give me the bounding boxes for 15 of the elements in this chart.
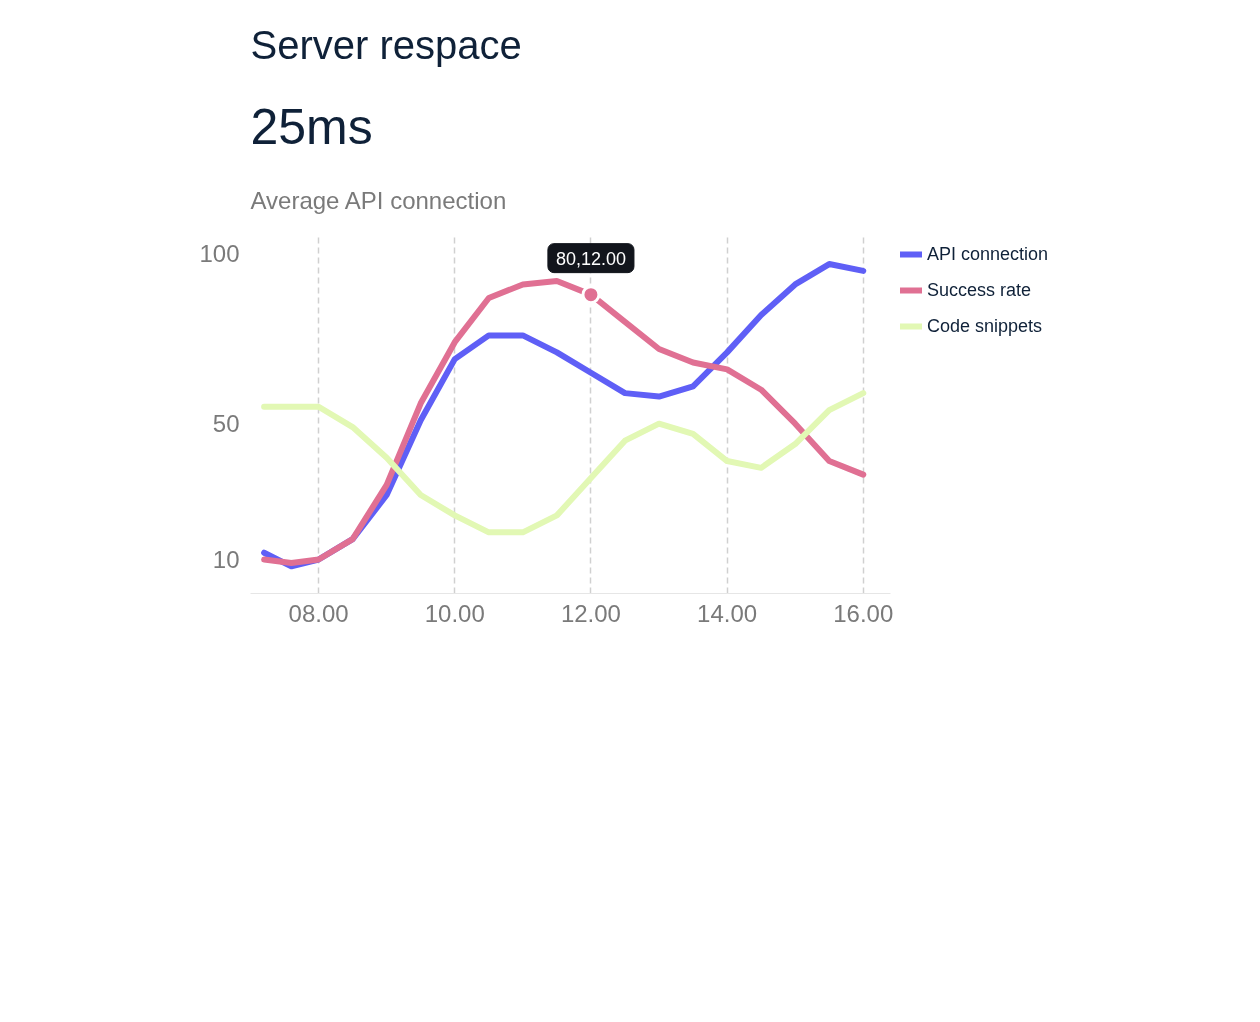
text: Average API connection	[250, 186, 507, 214]
y-tick-label: 10	[212, 546, 240, 574]
x-tick-label: 16.00	[833, 599, 894, 627]
y-tick-label: 50	[212, 410, 240, 438]
x-tick-label: 12.00	[560, 599, 621, 627]
x-tick-label: 10.00	[424, 599, 485, 627]
y-tick-label: 100	[199, 240, 240, 268]
x-tick-label: 14.00	[697, 599, 758, 627]
legend-label: Code snippets	[927, 315, 1043, 337]
legend-label: Success rate	[927, 279, 1032, 301]
chart-subtitle: 25ms	[250, 98, 373, 155]
x-tick-label: 08.00	[288, 599, 349, 627]
legend-label: API connection	[927, 243, 1049, 265]
chart-title: Server respace	[250, 22, 522, 67]
annotation: 80,12.00	[555, 248, 626, 269]
